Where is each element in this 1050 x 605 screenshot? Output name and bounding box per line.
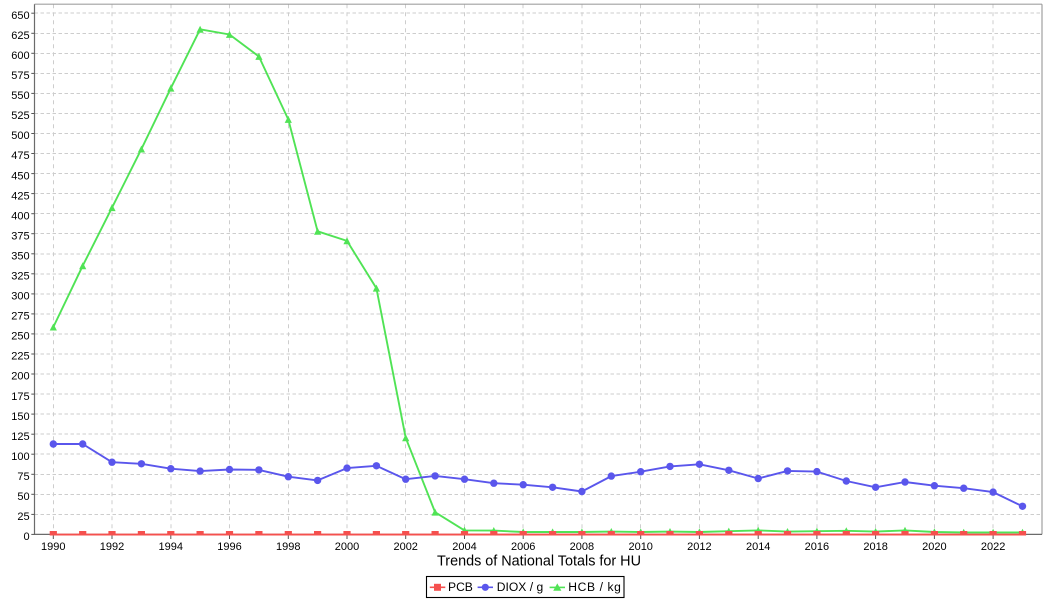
svg-text:225: 225 — [11, 351, 29, 363]
svg-text:275: 275 — [11, 311, 29, 323]
svg-text:150: 150 — [11, 411, 29, 423]
svg-text:475: 475 — [11, 150, 29, 162]
svg-text:2002: 2002 — [393, 541, 417, 553]
svg-text:550: 550 — [11, 90, 29, 102]
svg-text:1994: 1994 — [159, 541, 183, 553]
svg-text:1996: 1996 — [217, 541, 241, 553]
svg-text:2012: 2012 — [687, 541, 711, 553]
svg-text:0: 0 — [23, 531, 29, 543]
svg-text:400: 400 — [11, 210, 29, 222]
svg-text:2018: 2018 — [863, 541, 887, 553]
svg-text:25: 25 — [17, 511, 29, 523]
svg-text:2008: 2008 — [570, 541, 594, 553]
svg-text:600: 600 — [11, 50, 29, 62]
svg-text:Trends of National Totals for: Trends of National Totals for HU — [437, 554, 641, 570]
svg-text:PCB: PCB — [448, 580, 473, 594]
svg-text:325: 325 — [11, 271, 29, 283]
svg-text:DIOX / g: DIOX / g — [497, 580, 543, 594]
svg-text:425: 425 — [11, 190, 29, 202]
svg-text:2014: 2014 — [746, 541, 770, 553]
svg-text:2000: 2000 — [335, 541, 359, 553]
svg-text:1998: 1998 — [276, 541, 300, 553]
svg-text:500: 500 — [11, 130, 29, 142]
svg-text:1990: 1990 — [41, 541, 65, 553]
svg-text:300: 300 — [11, 291, 29, 303]
svg-text:250: 250 — [11, 331, 29, 343]
svg-text:450: 450 — [11, 170, 29, 182]
svg-text:650: 650 — [11, 10, 29, 22]
svg-text:50: 50 — [17, 491, 29, 503]
svg-text:2006: 2006 — [511, 541, 535, 553]
svg-text:2016: 2016 — [805, 541, 829, 553]
svg-text:375: 375 — [11, 230, 29, 242]
svg-text:100: 100 — [11, 451, 29, 463]
svg-text:2020: 2020 — [922, 541, 946, 553]
svg-text:350: 350 — [11, 251, 29, 263]
svg-text:525: 525 — [11, 110, 29, 122]
svg-text:75: 75 — [17, 471, 29, 483]
svg-text:625: 625 — [11, 30, 29, 42]
svg-text:2022: 2022 — [981, 541, 1005, 553]
svg-text:1992: 1992 — [100, 541, 124, 553]
svg-text:2004: 2004 — [452, 541, 476, 553]
svg-text:HCB / kg: HCB / kg — [568, 580, 621, 594]
svg-text:175: 175 — [11, 391, 29, 403]
svg-text:125: 125 — [11, 431, 29, 443]
svg-text:200: 200 — [11, 371, 29, 383]
svg-text:575: 575 — [11, 70, 29, 82]
svg-text:2010: 2010 — [628, 541, 652, 553]
